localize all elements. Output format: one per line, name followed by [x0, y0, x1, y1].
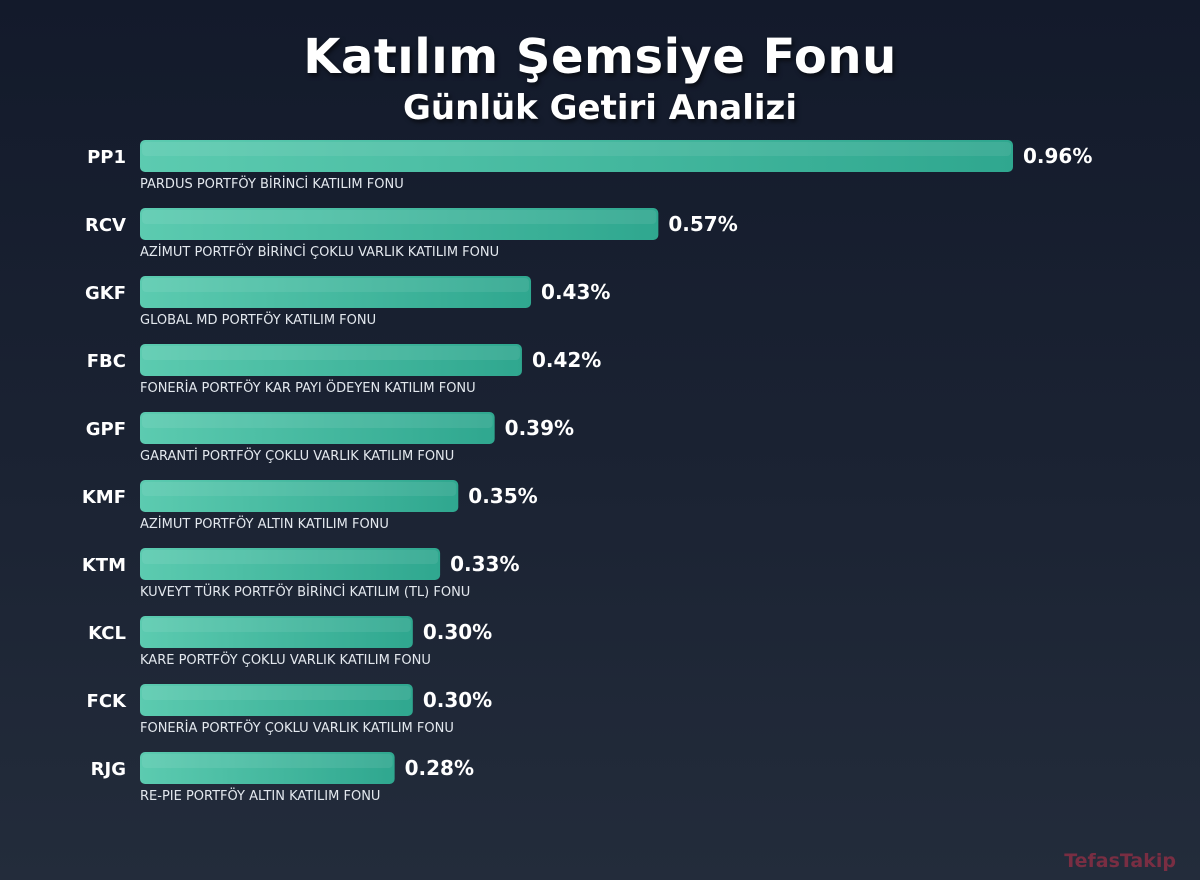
fund-name-label: GARANTİ PORTFÖY ÇOKLU VARLIK KATILIM FON…	[140, 447, 454, 464]
bar-gkf	[140, 276, 532, 308]
bar-fck	[140, 684, 413, 716]
fund-name-label: AZİMUT PORTFÖY ALTIN KATILIM FONU	[140, 515, 389, 532]
fund-code-label: FBC	[87, 351, 126, 372]
fund-name-label: GLOBAL MD PORTFÖY KATILIM FONU	[140, 311, 376, 328]
fund-code-label: KTM	[82, 555, 126, 576]
bar-highlight	[142, 346, 520, 360]
watermark-logo: TefasTakip	[1064, 850, 1176, 872]
value-label: 0.28%	[405, 756, 474, 780]
fund-name-label: RE-PIE PORTFÖY ALTIN KATILIM FONU	[140, 787, 380, 804]
fund-name-label: AZİMUT PORTFÖY BİRİNCİ ÇOKLU VARLIK KATI…	[140, 243, 499, 260]
value-label: 0.57%	[668, 212, 737, 236]
fund-code-label: GKF	[85, 283, 126, 304]
value-label: 0.30%	[423, 688, 492, 712]
fund-code-label: FCK	[87, 691, 128, 712]
bar-highlight	[142, 142, 1011, 156]
bar-highlight	[142, 550, 439, 564]
bar-group: PP1 0.96% PARDUS PORTFÖY BİRİNCİ KATILIM F…	[82, 140, 1092, 804]
fund-name-label: FONERİA PORTFÖY ÇOKLU VARLIK KATILIM FON…	[140, 719, 454, 736]
fund-code-label: RCV	[85, 215, 126, 236]
bar-kmf	[140, 480, 459, 512]
bar-rcv	[140, 208, 659, 240]
bar-kcl	[140, 616, 413, 648]
value-label: 0.42%	[532, 348, 601, 372]
bar-ktm	[140, 548, 441, 580]
bar-highlight	[142, 754, 393, 768]
fund-name-label: KUVEYT TÜRK PORTFÖY BİRİNCİ KATILIM (TL)…	[140, 583, 470, 600]
value-label: 0.43%	[541, 280, 610, 304]
value-label: 0.30%	[423, 620, 492, 644]
fund-code-label: KMF	[82, 487, 126, 508]
bar-highlight	[142, 414, 493, 428]
bar-gpf	[140, 412, 495, 444]
fund-code-label: RJG	[91, 759, 126, 780]
value-label: 0.96%	[1023, 144, 1092, 168]
bar-highlight	[142, 618, 411, 632]
bar-rjg	[140, 752, 395, 784]
chart-header: Katılım Şemsiye Fonu Günlük Getiri Anali…	[0, 28, 1200, 130]
fund-name-label: KARE PORTFÖY ÇOKLU VARLIK KATILIM FONU	[140, 651, 431, 668]
fund-code-label: GPF	[86, 419, 126, 440]
fund-name-label: FONERİA PORTFÖY KAR PAYI ÖDEYEN KATILIM …	[140, 379, 476, 396]
value-label: 0.35%	[468, 484, 537, 508]
fund-code-label: PP1	[87, 147, 126, 168]
chart-title: Katılım Şemsiye Fonu	[303, 29, 897, 85]
fund-name-label: PARDUS PORTFÖY BİRİNCİ KATILIM FONU	[140, 175, 404, 192]
bar-highlight	[142, 482, 457, 496]
bar-highlight	[142, 686, 411, 700]
value-label: 0.33%	[450, 552, 519, 576]
fund-code-label: KCL	[88, 623, 126, 644]
value-label: 0.39%	[505, 416, 574, 440]
bar-highlight	[142, 278, 530, 292]
bar-fbc	[140, 344, 522, 376]
chart-subtitle: Günlük Getiri Analizi	[403, 88, 797, 128]
bar-pp1	[140, 140, 1013, 172]
bar-highlight	[142, 210, 657, 224]
